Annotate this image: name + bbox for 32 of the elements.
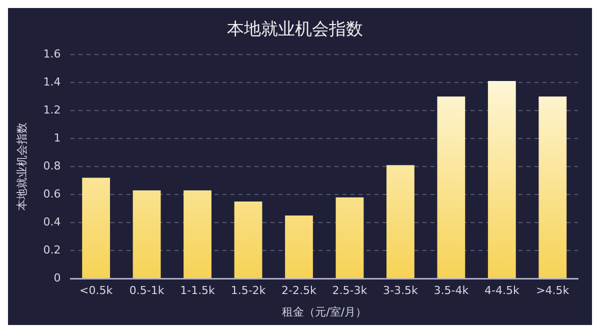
bar <box>285 216 313 278</box>
x-tick-label: 3-3.5k <box>383 284 418 298</box>
x-tick-label: 4-4.5k <box>484 284 520 298</box>
y-tick-label: 1.2 <box>43 103 61 116</box>
bar <box>488 81 516 278</box>
chart-title: 本地就业机会指数 <box>227 20 363 40</box>
x-tick-label: 1.5-2k <box>230 284 266 298</box>
y-tick-label: 1.6 <box>43 47 61 60</box>
x-tick-label: 2.5-3k <box>332 284 368 298</box>
y-tick-label: 0 <box>54 271 61 284</box>
x-tick-label: >4.5k <box>536 284 570 298</box>
bar <box>437 96 466 278</box>
y-tick-label: 0.2 <box>43 243 61 256</box>
bar <box>132 190 161 278</box>
bar <box>82 178 110 278</box>
y-axis-title: 本地就业机会指数 <box>15 122 28 210</box>
x-tick-label: <0.5k <box>80 284 114 298</box>
x-tick-label: 1-1.5k <box>180 284 216 298</box>
bar <box>336 197 364 278</box>
x-axis-title: 租金（元/室/月） <box>282 305 367 318</box>
bar <box>184 190 212 278</box>
x-tick-label: 3.5-4k <box>434 284 470 298</box>
bar <box>386 165 414 278</box>
y-tick-label: 0.8 <box>43 159 61 172</box>
x-tick-label: 0.5-1k <box>129 284 165 298</box>
y-tick-label: 1.4 <box>43 75 61 88</box>
x-tick-label: 2-2.5k <box>282 284 318 298</box>
y-tick-label: 0.6 <box>43 187 61 200</box>
y-tick-label: 0.4 <box>43 215 61 228</box>
y-tick-label: 1 <box>54 131 61 144</box>
bar <box>538 96 567 278</box>
bar <box>234 202 262 278</box>
